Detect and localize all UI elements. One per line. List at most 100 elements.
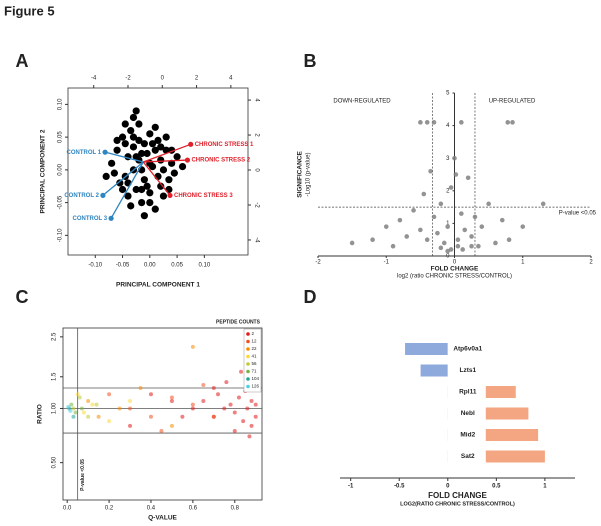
y-tick-label: 0.05: [58, 131, 64, 143]
x-tick-label: 2: [589, 260, 593, 266]
x2-tick-label: 4: [229, 76, 233, 82]
label-gap: [447, 428, 486, 442]
point: [96, 414, 101, 419]
category-label: Atp6v0a1: [453, 346, 482, 353]
x-tick-label: 0.10: [199, 263, 211, 269]
point: [472, 214, 478, 220]
point: [455, 237, 461, 242]
point: [162, 133, 170, 141]
category-label: Mid2: [460, 432, 475, 439]
label-gap: [447, 406, 486, 421]
point: [469, 243, 474, 249]
legend-swatch: [246, 377, 250, 381]
x-axis-sublabel: LOG2(RATIO CHRONIC STRESS/CONTROL): [400, 501, 515, 507]
legend-title: PEPTIDE COUNTS: [216, 319, 261, 325]
figure-title: Figure 5: [4, 3, 55, 18]
y-axis-label: PRINCIPAL COMPONENT 2: [40, 129, 47, 213]
point: [170, 169, 178, 177]
y-tick-label: 2: [446, 188, 450, 194]
point: [190, 344, 195, 349]
point: [169, 399, 174, 404]
x-tick-label: -1: [348, 484, 354, 490]
point: [121, 120, 129, 128]
x-tick-label: 0.4: [147, 506, 156, 512]
vector-label: CONTROL 2: [64, 193, 99, 199]
point: [124, 192, 132, 200]
point: [253, 414, 258, 419]
label-gap: [447, 385, 486, 399]
down-label: DOWN-REGULATED: [333, 99, 391, 105]
point: [129, 143, 138, 151]
point: [428, 168, 433, 174]
point: [110, 169, 118, 177]
point: [113, 146, 121, 154]
point: [127, 126, 135, 135]
point: [146, 130, 154, 138]
point: [178, 162, 187, 171]
point: [79, 406, 84, 411]
point: [448, 247, 454, 252]
point: [129, 133, 138, 141]
point: [169, 395, 174, 400]
up-label: UP-REGULATED: [489, 99, 536, 105]
bar: [405, 343, 448, 355]
point: [424, 237, 430, 242]
legend-swatch: [246, 354, 250, 359]
point: [138, 185, 146, 194]
point: [506, 237, 512, 242]
point: [486, 201, 491, 207]
point: [249, 399, 254, 404]
point: [418, 120, 423, 125]
point: [151, 123, 159, 131]
point: [86, 399, 91, 404]
point: [465, 175, 471, 181]
p-label: P-value <0.05: [80, 459, 86, 491]
point: [127, 202, 135, 210]
vector-end: [100, 192, 106, 199]
x-tick-label: 0: [446, 484, 450, 490]
point: [107, 392, 112, 397]
point: [247, 434, 252, 439]
x-tick-label: 0.00: [144, 263, 156, 269]
x-axis-label: Q-VALUE: [148, 515, 177, 522]
vector-end: [188, 141, 194, 147]
y-tick-label: 2.5: [52, 332, 58, 341]
point: [370, 237, 375, 242]
loading-vector: [142, 161, 171, 196]
x-tick-label: -2: [315, 260, 321, 266]
y-tick-label: 0: [446, 254, 450, 260]
point: [424, 120, 430, 125]
x-tick-label: -1: [384, 260, 390, 266]
point: [476, 243, 481, 249]
point: [510, 120, 515, 125]
point: [421, 191, 427, 197]
point: [469, 234, 474, 239]
y-tick-label: 1.00: [52, 402, 58, 414]
point: [479, 224, 485, 229]
y2-tick-label: -4: [253, 237, 259, 243]
point: [224, 380, 229, 385]
x-tick-label: 1: [521, 260, 525, 266]
point: [173, 153, 181, 161]
y-tick-label: 0.10: [58, 98, 64, 110]
point: [73, 410, 78, 415]
x-tick-label: 1: [543, 484, 547, 490]
point: [159, 428, 164, 433]
point: [113, 136, 121, 144]
point: [241, 419, 246, 424]
x-axis-label: PRINCIPAL COMPONENT 1: [116, 282, 200, 289]
point: [397, 217, 403, 223]
point: [77, 395, 82, 400]
legend-label: 2: [252, 331, 255, 336]
point: [135, 120, 143, 128]
loading-vector: [110, 161, 144, 219]
legend-swatch: [246, 347, 250, 351]
panel-label: D: [304, 287, 317, 307]
y2-tick-label: 4: [253, 98, 259, 102]
vector-label: CHRONIC STRESS 2: [191, 158, 250, 164]
point: [232, 428, 237, 433]
point: [180, 414, 185, 419]
point: [168, 159, 176, 167]
point: [132, 107, 140, 115]
point: [169, 423, 174, 428]
